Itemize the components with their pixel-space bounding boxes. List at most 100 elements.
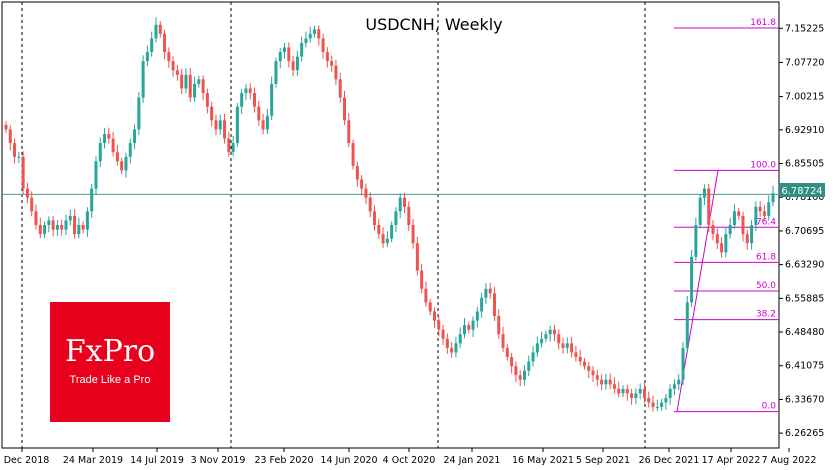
candle-body-21 (94, 161, 98, 189)
current-price-tag (779, 183, 825, 197)
candle-body-3 (17, 156, 21, 158)
candle-body-127 (548, 329, 552, 335)
candle-body-99 (428, 302, 432, 312)
x-tick-label-6: 4 Oct 2020 (383, 455, 436, 466)
candle-body-172 (741, 215, 745, 235)
candle-body-116 (501, 334, 505, 348)
candle-body-32 (141, 61, 145, 98)
candle-body-125 (540, 338, 544, 344)
price-axis: 7.15225 7.07720 7.00215 6.92910 6.85505 6.781… (779, 23, 824, 439)
candle-body-92 (398, 197, 402, 212)
candle-body-124 (535, 343, 539, 353)
candle-body-158 (681, 347, 685, 380)
candle-body-85 (368, 197, 372, 212)
candle-body-15 (68, 215, 72, 221)
y-tick-label-0: 7.15225 (785, 23, 824, 34)
candle-body-129 (557, 334, 561, 344)
candle-body-66 (287, 47, 291, 62)
candle-body-31 (137, 97, 141, 130)
fib-label-6: 0.0 (762, 402, 777, 412)
time-axis: 2 Dec 2018 24 Mar 2019 14 Jul 2019 3 Nov 20… (0, 448, 816, 466)
candle-body-68 (295, 56, 299, 71)
candle-body-174 (750, 225, 754, 244)
y-tick-label-6: 6.70695 (785, 226, 824, 237)
candle-body-161 (694, 225, 698, 257)
candle-body-156 (672, 384, 676, 389)
candle-body-34 (150, 38, 154, 53)
year-separators (21, 2, 646, 448)
candle-body-91 (394, 211, 398, 225)
candle-body-139 (600, 379, 604, 385)
candle-body-49 (214, 120, 218, 130)
candle-body-44 (193, 83, 197, 98)
candle-body-26 (115, 152, 119, 162)
candle-body-115 (497, 316, 501, 335)
candle-body-103 (445, 338, 449, 348)
candle-body-37 (163, 33, 167, 53)
candle-body-59 (257, 106, 261, 121)
candle-body-28 (124, 156, 128, 171)
candle-body-167 (720, 243, 724, 253)
y-tick-label-5: 6.78100 (785, 192, 824, 203)
candle-body-22 (98, 143, 102, 162)
candle-body-160 (690, 256, 694, 303)
candle-body-118 (510, 356, 514, 367)
candle-body-47 (205, 93, 209, 107)
candle-body-56 (244, 88, 248, 94)
candle-body-164 (707, 188, 711, 225)
candle-body-137 (591, 370, 595, 376)
candle-body-134 (578, 356, 582, 362)
candle-body-120 (518, 375, 522, 380)
candle-body-178 (767, 202, 771, 216)
x-tick-label-12: 7 Aug 2022 (762, 455, 817, 466)
candle-body-93 (402, 197, 406, 207)
candle-body-111 (480, 297, 484, 312)
candle-body-11 (51, 220, 55, 230)
candle-body-179 (771, 193, 775, 203)
y-tick-label-2: 7.00215 (785, 92, 824, 103)
candle-body-106 (458, 334, 462, 344)
candle-body-114 (492, 293, 496, 317)
candle-body-130 (561, 343, 565, 348)
candle-body-166 (715, 234, 719, 244)
candle-body-78 (338, 79, 342, 98)
candle-body-72 (313, 29, 317, 34)
y-tick-label-4: 6.85505 (785, 159, 824, 170)
candle-body-162 (698, 197, 702, 225)
candle-body-123 (531, 352, 535, 362)
x-tick-label-4: 23 Feb 2020 (254, 455, 313, 466)
candle-body-126 (544, 334, 548, 339)
candle-body-2 (13, 143, 17, 157)
candle-body-18 (81, 225, 85, 230)
candle-body-121 (522, 370, 526, 380)
y-tick-label-11: 6.33670 (785, 394, 824, 405)
candle-body-119 (514, 366, 518, 376)
candle-body-53 (231, 143, 235, 153)
candle-body-135 (582, 361, 586, 367)
candle-body-10 (47, 220, 51, 225)
y-tick-label-1: 7.07720 (785, 57, 824, 68)
candle-body-55 (240, 93, 244, 107)
y-tick-label-9: 6.48480 (785, 327, 824, 338)
candle-body-23 (103, 133, 107, 144)
candle-body-79 (343, 97, 347, 121)
candle-body-73 (317, 29, 321, 39)
candle-body-96 (415, 243, 419, 271)
candle-body-45 (197, 79, 201, 84)
candle-body-14 (64, 220, 68, 230)
candle-body-108 (467, 325, 471, 330)
candle-body-70 (304, 38, 308, 43)
candle-body-87 (377, 225, 381, 235)
candle-body-77 (334, 65, 338, 80)
candle-body-0 (4, 124, 8, 130)
fib-label-2: 76.4 (756, 217, 776, 227)
candle-body-75 (325, 52, 329, 62)
candle-body-170 (732, 211, 736, 225)
candle-body-33 (145, 52, 149, 62)
candle-body-30 (133, 129, 137, 144)
candle-body-63 (274, 61, 278, 84)
candle-body-24 (107, 133, 111, 139)
y-tick-label-3: 6.92910 (785, 125, 824, 136)
candle-body-4 (21, 156, 25, 189)
